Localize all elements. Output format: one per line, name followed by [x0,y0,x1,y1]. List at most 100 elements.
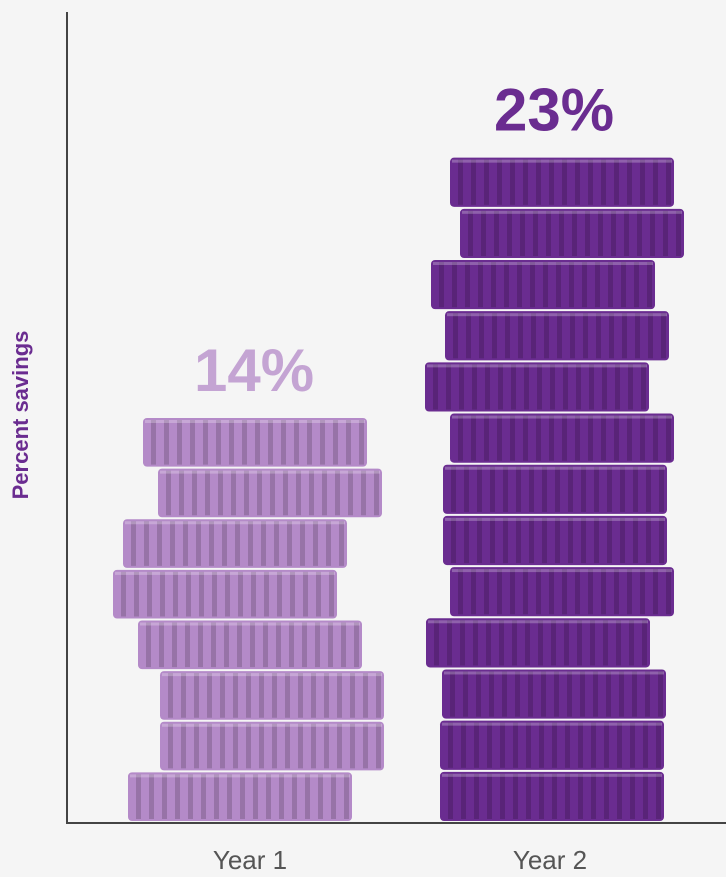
coin-shine [433,262,653,266]
coin [440,720,664,770]
coin-ridge [578,722,583,768]
coin-ridge [569,262,574,308]
coin [450,157,674,207]
coin-ridge [510,159,515,205]
coin-ridge [134,571,139,617]
coin-ridge [525,620,530,666]
coin-ridge [645,671,650,717]
coin-ridge [539,722,544,768]
coin-ridge [546,210,551,257]
coin-ridge [604,773,609,819]
coin-ridge [179,470,184,516]
coin-ridge [328,622,333,668]
coin-ridge [536,159,541,205]
coin-ridge [259,673,264,718]
coin-ridge [487,722,492,768]
coin-ridge [537,364,542,410]
coin-ridge [498,364,503,410]
coin-ridge [516,517,521,564]
coin-ridge [487,773,492,819]
coin-ridge [633,466,638,512]
coin-ridge [472,364,477,410]
coin-ridge [598,210,603,257]
coin [460,208,684,259]
coin-ridge [666,415,671,461]
coin-ridge [620,466,625,512]
coin-ridge [473,620,478,666]
coin [431,260,655,310]
coin-ridge [500,722,505,768]
coin-ridge [326,521,331,566]
coin-ridge [559,210,564,257]
coin-ridge [656,773,661,819]
coin-ridge [251,571,256,617]
coin-ridge [524,364,529,410]
coin-ridge [344,774,349,819]
coin-ridge [594,517,599,564]
coin-ridge [452,262,457,308]
coin-ridge [157,521,162,566]
coin-ridge [491,262,496,308]
coin-ridge [549,569,554,615]
coin-ridge [568,466,573,512]
coin-ridge [121,571,126,617]
coin-ridge [287,521,292,566]
coin-ridge [575,159,580,205]
coin [445,311,669,361]
coin-ridge [503,517,508,564]
coin-ridge [541,671,546,717]
coin-ridge [227,774,232,819]
coin-shine [462,210,682,214]
coin-ridge [434,620,439,666]
coin-ridge [471,159,476,205]
coin-ridge [458,159,463,205]
coin-ridge [233,723,238,769]
coin [123,519,347,568]
coin-ridge [376,723,381,769]
coin-ridge [207,673,212,718]
coin-ridge [194,723,199,769]
coin-ridge [311,673,316,718]
coin-ridge [289,622,294,668]
coin-ridge [637,210,642,257]
coin-ridge [240,774,245,819]
coin-ridge [266,774,271,819]
coin-ridge [577,620,582,666]
coin-ridge [164,420,169,465]
coin-ridge [542,517,547,564]
coin-ridge [642,620,647,666]
coin-ridge [298,723,303,769]
coin-ridge [499,620,504,666]
coin-ridge [562,159,567,205]
coin-ridge [296,470,301,516]
coin-ridge [300,521,305,566]
coin-ridge [653,159,658,205]
coin-shine [130,774,350,778]
coin-ridge [596,313,601,359]
coin-ridge [350,673,355,718]
coin-ridge [568,517,573,564]
coin [443,464,667,514]
coin-ridge [324,673,329,718]
coin-ridge [582,262,587,308]
coin-ridge [646,466,651,512]
coin-ridge [570,313,575,359]
coin-ridge [212,571,217,617]
coin-ridge [565,722,570,768]
coin-ridge [611,210,616,257]
coin-ridge [305,774,310,819]
coin-ridge [433,364,438,410]
coin-shine [452,159,672,163]
coin-ridge [203,420,208,465]
coin-ridge [451,517,456,564]
coin-ridge [220,673,225,718]
coin-ridge [131,521,136,566]
coin-ridge [450,671,455,717]
coin-ridge [175,774,180,819]
coin-ridge [659,466,664,512]
coin-ridge [453,313,458,359]
coin-ridge [650,210,655,257]
coin [138,620,362,670]
coin-ridge [166,470,171,516]
